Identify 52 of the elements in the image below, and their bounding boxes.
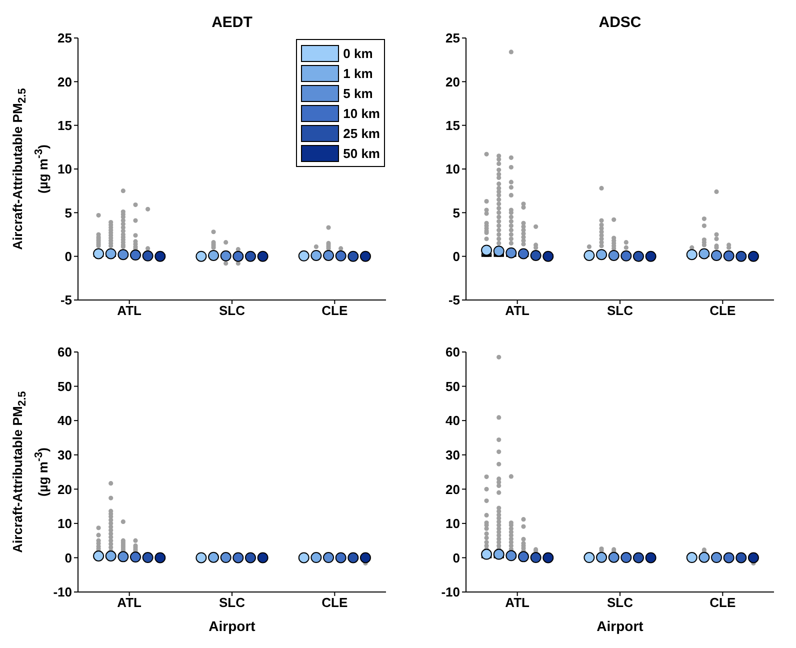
y-tick-label: 10: [446, 162, 460, 177]
x-tick-label: ATL: [505, 595, 530, 610]
x-tick-label: CLE: [322, 303, 348, 318]
legend-label: 10 km: [343, 106, 380, 120]
y-tick-label: 30: [58, 447, 72, 462]
y-tick-label: 0: [64, 248, 72, 264]
legend-label: 0 km: [343, 46, 373, 60]
y-tick-label: 10: [58, 516, 72, 532]
y-tick-label: 50: [58, 378, 72, 394]
y-tick-label: 0: [64, 550, 72, 566]
y-tick-label: 20: [58, 74, 72, 90]
y-tick-label: 20: [446, 74, 460, 90]
x-tick-label: CLE: [710, 303, 736, 318]
y-tick-label: 25: [58, 30, 72, 46]
y-tick-label: 15: [446, 118, 460, 133]
y-tick-label: 50: [446, 378, 460, 394]
chart-title: ADSC: [598, 14, 642, 31]
legend-label: 50 km: [343, 146, 380, 160]
y-tick-label: 10: [446, 516, 460, 532]
x-tick-label: SLC: [219, 595, 246, 610]
y-tick-label: -5: [60, 292, 72, 308]
x-tick-label: CLE: [322, 595, 348, 610]
y-tick-label: 25: [446, 30, 460, 46]
y-tick-label: 40: [446, 413, 460, 428]
x-tick-label: ATL: [505, 303, 530, 318]
legend-label: 25 km: [343, 126, 380, 140]
y-tick-label: -5: [448, 292, 460, 308]
y-tick-label: -10: [53, 584, 72, 600]
y-tick-label: 20: [446, 482, 460, 497]
x-tick-label: ATL: [117, 595, 142, 610]
y-tick-label: 20: [58, 482, 72, 497]
y-tick-label: 5: [64, 205, 72, 220]
y-tick-label: -10: [441, 584, 460, 600]
y-tick-label: 60: [446, 344, 460, 360]
x-axis-title: Airport: [208, 618, 256, 634]
y-tick-label: 30: [446, 447, 460, 462]
chart-title: AEDT: [210, 14, 254, 31]
legend-label: 5 km: [343, 86, 373, 100]
y-tick-label: 15: [58, 118, 72, 133]
x-tick-label: SLC: [219, 303, 246, 318]
y-tick-label: 60: [58, 344, 72, 360]
x-tick-label: ATL: [117, 303, 142, 318]
y-tick-label: 0: [452, 550, 460, 566]
y-tick-label: 0: [452, 248, 460, 264]
y-tick-label: 5: [452, 205, 460, 220]
x-tick-label: CLE: [710, 595, 736, 610]
x-axis-title: Airport: [596, 618, 644, 634]
x-tick-label: SLC: [607, 595, 634, 610]
y-tick-label: 10: [58, 162, 72, 177]
legend-label: 1 km: [343, 66, 373, 80]
x-tick-label: SLC: [607, 303, 634, 318]
y-tick-label: 40: [58, 413, 72, 428]
